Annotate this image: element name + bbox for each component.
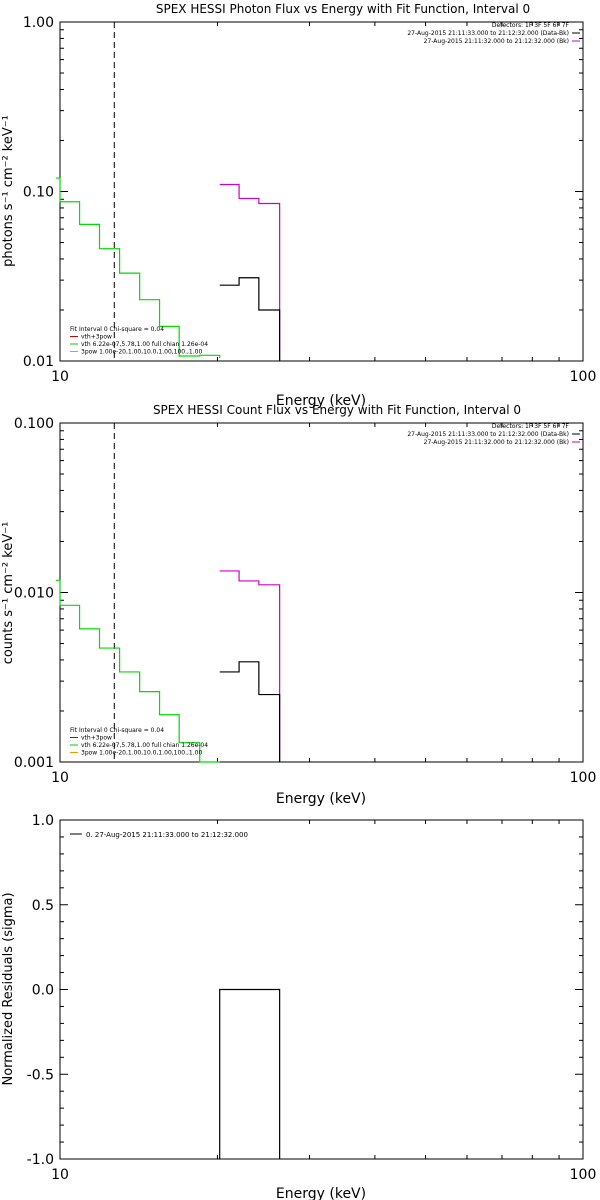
y-axis-label: counts s⁻¹ cm⁻² keV⁻¹ [1, 522, 16, 665]
header-legend-text: 27-Aug-2015 21:11:32.000 to 21:12:32.000… [424, 439, 569, 446]
series-line-1 [219, 183, 281, 361]
fit-legend-text: Fit Interval 0 Chi-square = 0.04 [70, 727, 164, 734]
plot-frame [59, 21, 584, 362]
fit-legend-text: vth+3pow [81, 334, 112, 341]
header-legend-text: 27-Aug-2015 21:11:32.000 to 21:12:32.000… [424, 38, 569, 45]
y-tick-label: -0.5 [27, 1067, 54, 1083]
y-axis-label: photons s⁻¹ cm⁻² keV⁻¹ [1, 115, 16, 267]
header-legend-text: Detectors: 1F 3F 5F 6F 7F [492, 22, 570, 29]
y-tick-label: 1.0 [32, 813, 54, 829]
legend-entry: 0. 27-Aug-2015 21:11:33.000 to 21:12:32.… [86, 831, 248, 839]
fit-legend-text: 3pow 1.00e-20,1.00,10.0,1.00,100.,1.00 [81, 349, 202, 356]
y-tick-label: -1.0 [27, 1152, 54, 1168]
y-tick-label: 0.001 [14, 755, 54, 771]
x-axis-label: Energy (keV) [276, 393, 366, 409]
x-tick-label: 100 [570, 1167, 597, 1183]
x-axis-label: Energy (keV) [276, 791, 366, 807]
x-tick-label: 10 [51, 1167, 69, 1183]
plot-frame [59, 422, 584, 763]
photon-flux-panel: SPEX HESSI Photon Flux vs Energy with Fi… [1, 2, 596, 409]
series-line-0 [56, 177, 221, 359]
y-tick-label: 1.00 [23, 15, 54, 31]
y-tick-label: 0.5 [32, 898, 54, 914]
residuals-panel: 10 100 -1.0 -0.5 0.0 0.5 1.0 0. 27-Aug-2015 21… [1, 813, 596, 1200]
y-axis-label: Normalized Residuals (sigma) [1, 892, 16, 1085]
series-line-2 [219, 661, 281, 762]
x-tick-label: 10 [51, 369, 69, 385]
header-legend-text: 27-Aug-2015 21:11:33.000 to 21:12:32.000… [407, 431, 569, 438]
plot-frame [59, 819, 584, 1160]
chart-title: SPEX HESSI Photon Flux vs Energy with Fi… [156, 2, 530, 16]
y-tick-label: 0.10 [23, 185, 54, 201]
header-legend-text: Detectors: 1F 3F 5F 6F 7F [492, 423, 570, 430]
series-line-0 [56, 579, 220, 763]
y-tick-label: 0.010 [14, 586, 54, 602]
y-tick-label: 0.0 [32, 983, 54, 999]
fit-legend-text: Fit Interval 0 Chi-square = 0.04 [70, 326, 164, 333]
x-axis-label: Energy (keV) [276, 1186, 366, 1200]
chart-title: SPEX HESSI Count Flux vs Energy with Fit… [153, 403, 521, 417]
x-tick-label: 100 [570, 770, 597, 786]
series-line-1 [219, 570, 281, 762]
x-tick-label: 10 [51, 770, 69, 786]
y-tick-label: 0.100 [14, 416, 54, 432]
fit-legend-text: vth 6.22e-07,5.78,1.00 full chian 1.26e-… [81, 742, 208, 749]
series-line-2 [219, 277, 281, 361]
header-legend-text: 27-Aug-2015 21:11:33.000 to 21:12:32.000… [407, 30, 569, 37]
fit-legend-text: vth+3pow [81, 735, 112, 742]
fit-legend-text: vth 6.22e-07,5.78,1.00 full chian 1.26e-… [81, 341, 208, 348]
count-flux-panel: SPEX HESSI Count Flux vs Energy with Fit… [1, 403, 596, 807]
x-tick-label: 100 [570, 369, 597, 385]
y-tick-label: 0.01 [23, 354, 54, 370]
fit-legend-text: 3pow 1.00e-20,1.00,10.0,1.00,100.,1.00 [81, 750, 202, 757]
residual-bar [219, 988, 281, 1159]
